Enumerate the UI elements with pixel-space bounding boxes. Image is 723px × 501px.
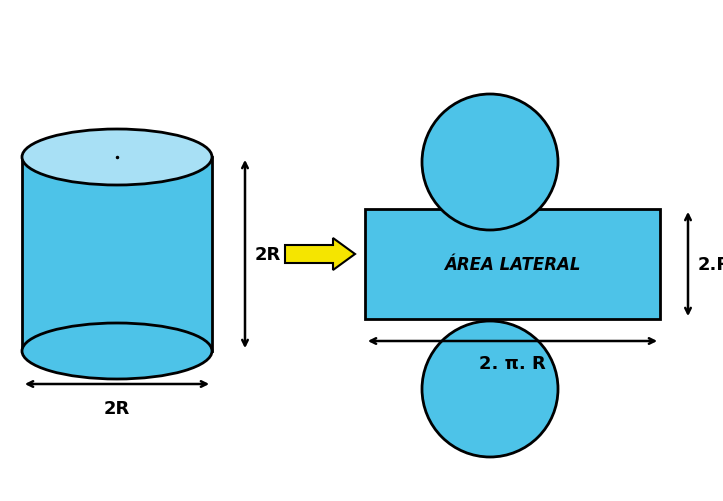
Text: 2R: 2R [104, 399, 130, 417]
Text: 2. π. R: 2. π. R [479, 354, 546, 372]
Text: ÁREA LATERAL: ÁREA LATERAL [444, 256, 581, 274]
FancyArrow shape [285, 238, 355, 271]
Polygon shape [22, 158, 212, 351]
Ellipse shape [22, 323, 212, 379]
Polygon shape [365, 209, 660, 319]
Ellipse shape [422, 95, 558, 230]
Ellipse shape [422, 321, 558, 457]
Text: 2R: 2R [255, 245, 281, 264]
Text: 2.R: 2.R [698, 256, 723, 274]
Ellipse shape [22, 130, 212, 186]
